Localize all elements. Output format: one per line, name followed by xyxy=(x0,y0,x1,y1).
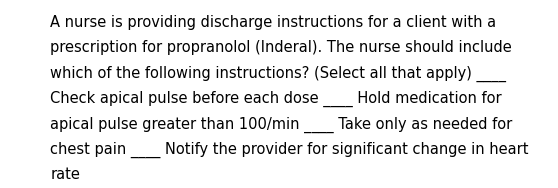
Text: rate: rate xyxy=(50,167,80,182)
Text: which of the following instructions? (Select all that apply) ____: which of the following instructions? (Se… xyxy=(50,66,506,82)
Text: chest pain ____ Notify the provider for significant change in heart: chest pain ____ Notify the provider for … xyxy=(50,142,529,158)
Text: apical pulse greater than 100/min ____ Take only as needed for: apical pulse greater than 100/min ____ T… xyxy=(50,117,512,133)
Text: Check apical pulse before each dose ____ Hold medication for: Check apical pulse before each dose ____… xyxy=(50,91,502,107)
Text: prescription for propranolol (Inderal). The nurse should include: prescription for propranolol (Inderal). … xyxy=(50,40,512,55)
Text: A nurse is providing discharge instructions for a client with a: A nurse is providing discharge instructi… xyxy=(50,15,497,30)
